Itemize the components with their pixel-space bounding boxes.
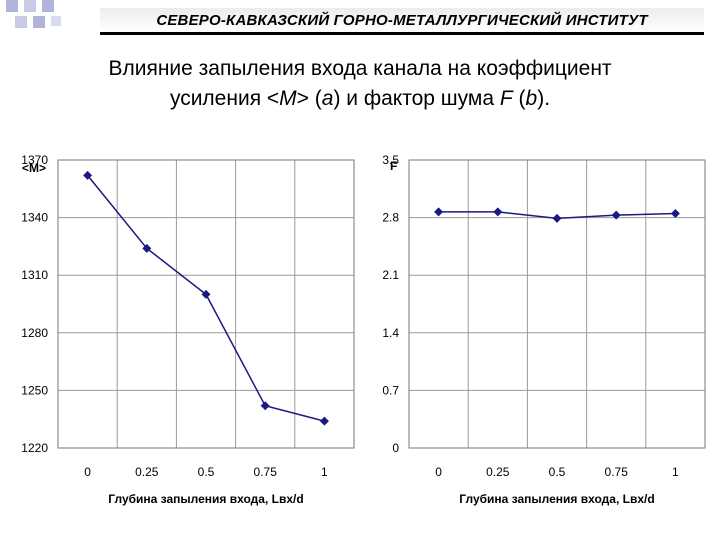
y-tick-label: 1280 — [21, 326, 48, 340]
plot-frame — [408, 159, 706, 449]
plot-frame — [57, 159, 355, 449]
x-tick-label: 1 — [672, 465, 679, 479]
data-point — [493, 207, 503, 217]
y-tick-label: 1250 — [21, 383, 48, 397]
title-line-2: усиления <M> (a) и фактор шума F (b). — [40, 84, 680, 114]
y-axis-label: <M> — [22, 161, 46, 175]
title-symbol-m: M — [279, 87, 297, 110]
data-point — [434, 207, 444, 217]
data-point — [319, 416, 329, 426]
y-tick-label: 1.4 — [382, 326, 399, 340]
title-symbol-b: b — [525, 87, 538, 110]
y-tick-label: 1340 — [21, 211, 48, 225]
x-tick-label: 0.25 — [486, 465, 510, 479]
x-tick-label: 0.25 — [135, 465, 159, 479]
x-tick-label: 0.5 — [549, 465, 566, 479]
x-tick-label: 0.75 — [254, 465, 278, 479]
data-point — [611, 210, 621, 220]
title-text: ). — [537, 87, 551, 110]
title-text: ) и фактор шума — [333, 87, 500, 110]
data-point — [670, 208, 680, 218]
corner-decoration — [6, 0, 61, 28]
x-tick-label: 0 — [84, 465, 91, 479]
data-point — [83, 170, 93, 180]
data-point — [260, 401, 270, 411]
y-tick-label: 2.8 — [382, 211, 399, 225]
data-point — [142, 243, 152, 253]
y-tick-label: 1310 — [21, 268, 48, 282]
institute-banner: СЕВЕРО-КАВКАЗСКИЙ ГОРНО-МЕТАЛЛУРГИЧЕСКИЙ… — [100, 8, 704, 35]
x-axis-label: Глубина запыления входа, Lвх/d — [459, 492, 654, 506]
y-tick-label: 1370 — [21, 153, 48, 167]
slide-title: Влияние запыления входа канала на коэффи… — [40, 54, 680, 114]
institute-name: СЕВЕРО-КАВКАЗСКИЙ ГОРНО-МЕТАЛЛУРГИЧЕСКИЙ… — [156, 12, 648, 29]
x-tick-label: 1 — [321, 465, 328, 479]
title-symbol-f: F — [499, 87, 513, 110]
x-axis-label: Глубина запыления входа, Lвх/d — [108, 492, 303, 506]
title-line-1: Влияние запыления входа канала на коэффи… — [108, 57, 612, 80]
y-axis-label: F — [390, 159, 397, 173]
title-text: усиления < — [169, 87, 280, 110]
x-tick-label: 0.75 — [605, 465, 629, 479]
title-text: > ( — [296, 87, 322, 110]
y-tick-label: 0 — [392, 441, 399, 455]
x-tick-label: 0.5 — [198, 465, 215, 479]
x-tick-label: 0 — [435, 465, 442, 479]
y-tick-label: 2.1 — [382, 268, 399, 282]
title-text: ( — [512, 87, 526, 110]
y-tick-label: 0.7 — [382, 383, 399, 397]
data-point — [552, 213, 562, 223]
y-tick-label: 3.5 — [382, 153, 399, 167]
title-symbol-a: a — [321, 87, 334, 110]
data-point — [201, 289, 211, 299]
y-tick-label: 1220 — [21, 441, 48, 455]
